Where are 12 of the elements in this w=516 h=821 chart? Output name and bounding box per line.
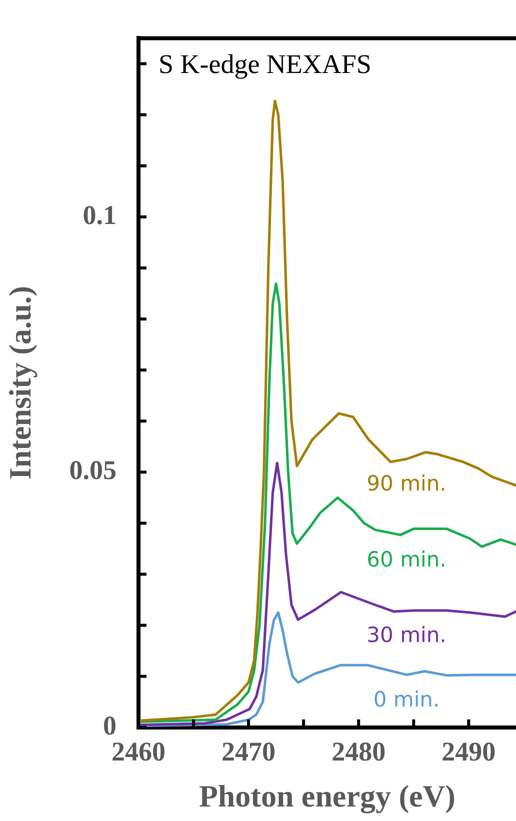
series-label: 0 min. (373, 687, 440, 712)
y-axis-title: Intensity (a.u.) (2, 286, 38, 480)
x-tick-label: 2470 (222, 736, 276, 767)
y-tick-label: 0.05 (69, 455, 116, 486)
x-axis-title: Photon energy (eV) (198, 778, 456, 814)
chart-title: S K-edge NEXAFS (158, 48, 372, 79)
series-label: 60 min. (366, 547, 446, 572)
x-tick-label: 2480 (332, 736, 386, 767)
x-tick-label: 2490 (442, 736, 496, 767)
y-tick-label: 0.1 (82, 200, 116, 230)
series-label: 30 min. (366, 622, 446, 647)
series-label: 90 min. (366, 471, 446, 496)
